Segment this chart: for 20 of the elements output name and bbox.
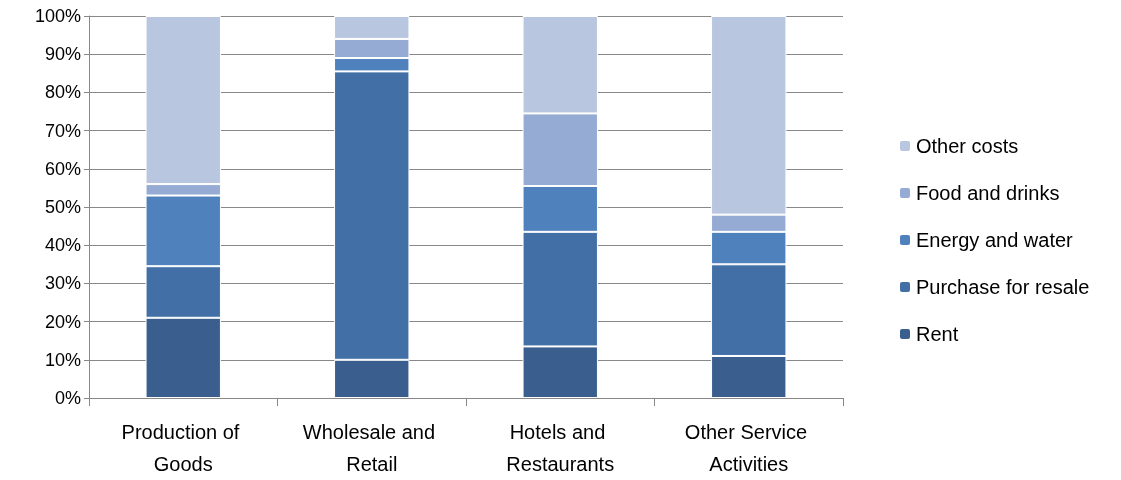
y-tick-label: 40% — [44, 235, 81, 256]
x-tick-label: Other Service Activities — [684, 421, 813, 475]
y-tick-label: 100% — [34, 6, 81, 26]
y-tick-label: 30% — [44, 273, 81, 294]
x-tick-label: Wholesale and Retail — [302, 421, 441, 475]
y-tick-label: 90% — [44, 44, 81, 65]
y-tick-label: 20% — [44, 311, 81, 332]
legend-label: Rent — [916, 323, 959, 345]
legend-label: Purchase for resale — [916, 276, 1090, 298]
x-tick-label: Hotels and Restaurants — [506, 421, 615, 475]
legend-label: Energy and water — [916, 229, 1074, 251]
y-tick-label: 80% — [44, 82, 81, 103]
legend-label: Other costs — [916, 135, 1019, 157]
legend-label: Food and drinks — [916, 182, 1060, 204]
y-tick-label: 0% — [54, 388, 81, 408]
y-tick-label: 10% — [44, 349, 81, 370]
y-tick-label: 70% — [44, 120, 81, 141]
y-tick-label: 50% — [44, 197, 81, 217]
y-tick-label: 60% — [44, 158, 81, 179]
x-tick-label: Production of Goods — [121, 421, 245, 475]
